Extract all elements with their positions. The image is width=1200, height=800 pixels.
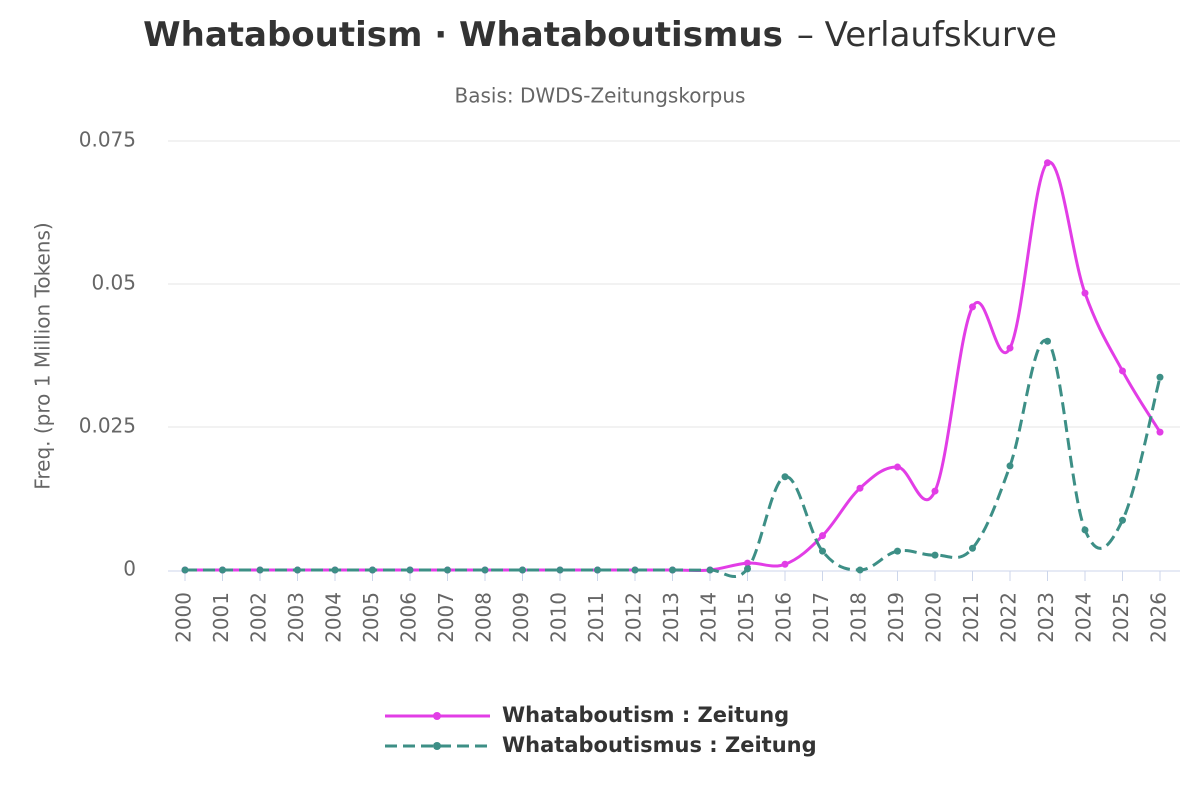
x-tick-label: 2007 [434,592,458,643]
data-point [931,487,939,495]
data-point [781,473,789,481]
x-tick-label: 2015 [734,592,758,643]
y-axis-title: Freq. (pro 1 Million Tokens) [31,222,55,489]
data-point [519,566,526,574]
data-point [256,566,264,574]
legend-label: Whataboutismus : Zeitung [502,733,817,757]
x-tick-label: 2004 [322,592,346,643]
x-tick-label: 2016 [772,592,796,643]
data-point [219,566,226,574]
data-point [406,566,414,574]
data-point [631,566,639,574]
y-tick-label: 0.025 [79,414,136,438]
x-tick-label: 2013 [659,592,683,643]
x-tick-label: 2010 [547,592,571,643]
data-point [1119,516,1126,524]
legend-marker [433,712,441,720]
data-point [819,532,826,540]
x-tick-label: 2021 [959,592,983,643]
data-point [706,566,714,574]
y-tick-label: 0.075 [79,128,136,152]
x-tick-label: 2000 [172,592,196,643]
data-point [444,566,451,574]
x-tick-label: 2005 [359,592,383,643]
series-line [185,338,1162,579]
data-point [894,463,901,471]
data-point [1081,289,1089,297]
data-point [744,565,751,573]
data-point [856,484,864,492]
data-point [931,551,939,559]
legend-marker [433,742,441,750]
title-main: Whataboutism · Whataboutismus [143,15,783,55]
data-point [1044,159,1051,167]
x-tick-label: 2011 [584,592,608,643]
data-point [1044,337,1051,345]
chart-title: Whataboutism · Whataboutismus – Verlaufsk… [143,15,1057,55]
legend-label: Whataboutism : Zeitung [502,703,789,727]
data-point [781,560,789,568]
data-point [819,547,826,555]
x-tick-label: 2025 [1109,592,1133,643]
x-tick-label: 2009 [509,592,533,643]
x-tick-label: 2020 [922,592,946,643]
data-point [331,566,339,574]
x-tick-label: 2001 [209,592,233,643]
x-tick-label: 2002 [247,592,271,643]
title-rest: – Verlaufskurve [797,15,1057,55]
x-tick-label: 2012 [622,592,646,643]
data-point [1006,462,1014,470]
data-point [1156,373,1164,381]
x-tick-label: 2008 [472,592,496,643]
data-point [669,566,676,574]
data-point [556,566,564,574]
data-point [969,544,976,552]
x-tick-label: 2026 [1147,592,1171,643]
data-point [894,547,901,555]
data-point [744,559,751,567]
x-tick-label: 2014 [697,592,721,643]
data-point [1119,367,1126,375]
data-point [594,566,601,574]
x-tick-label: 2022 [997,592,1021,643]
y-tick-label: 0 [123,557,136,581]
data-point [1081,526,1089,534]
data-point [294,566,301,574]
x-tick-label: 2023 [1034,592,1058,643]
x-tick-label: 2024 [1072,592,1096,643]
x-tick-label: 2006 [397,592,421,643]
data-point [969,303,976,311]
x-tick-label: 2019 [884,592,908,643]
data-point [481,566,489,574]
data-point [856,566,864,574]
data-point [1006,344,1014,352]
data-point [1156,428,1164,436]
y-tick-label: 0.05 [91,271,136,295]
x-tick-label: 2003 [284,592,308,643]
series-line [185,160,1162,573]
data-point [369,566,376,574]
x-tick-label: 2017 [809,592,833,643]
data-point [181,566,189,574]
x-tick-label: 2018 [847,592,871,643]
subtitle: Basis: DWDS-Zeitungskorpus [455,84,746,108]
